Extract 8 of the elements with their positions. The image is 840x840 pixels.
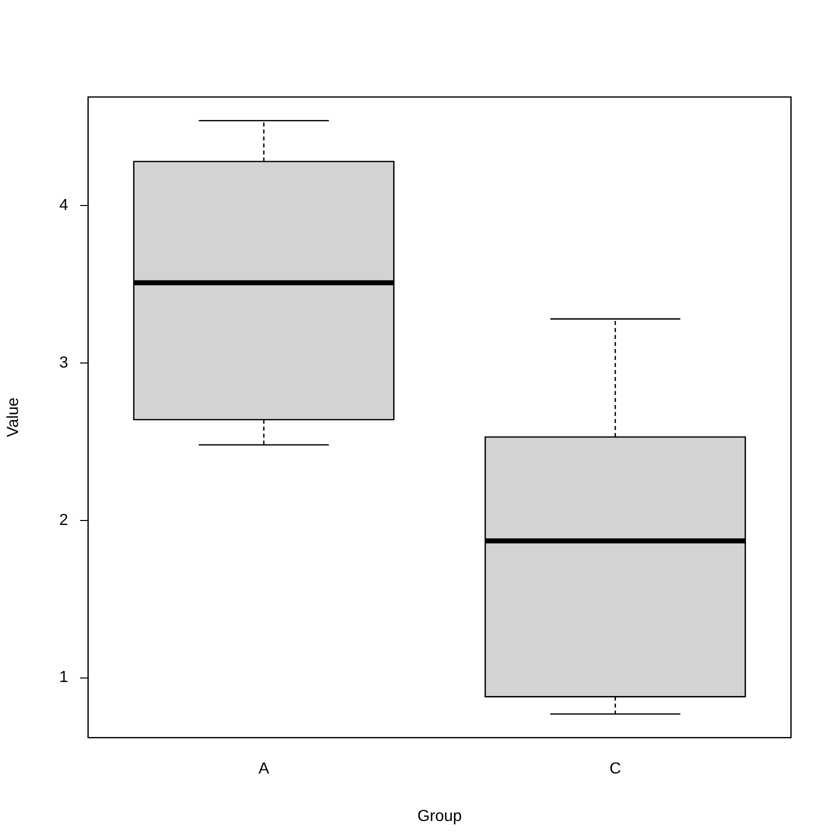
- x-axis-title: Group: [417, 808, 462, 825]
- x-tick-label: C: [609, 760, 622, 778]
- y-tick-label: 4: [59, 197, 68, 214]
- y-axis-title: Value: [5, 397, 22, 438]
- x-tick-label: A: [258, 760, 270, 778]
- y-tick-label: 2: [59, 512, 68, 529]
- y-tick-label: 3: [59, 354, 68, 372]
- y-tick-label: 1: [59, 669, 68, 686]
